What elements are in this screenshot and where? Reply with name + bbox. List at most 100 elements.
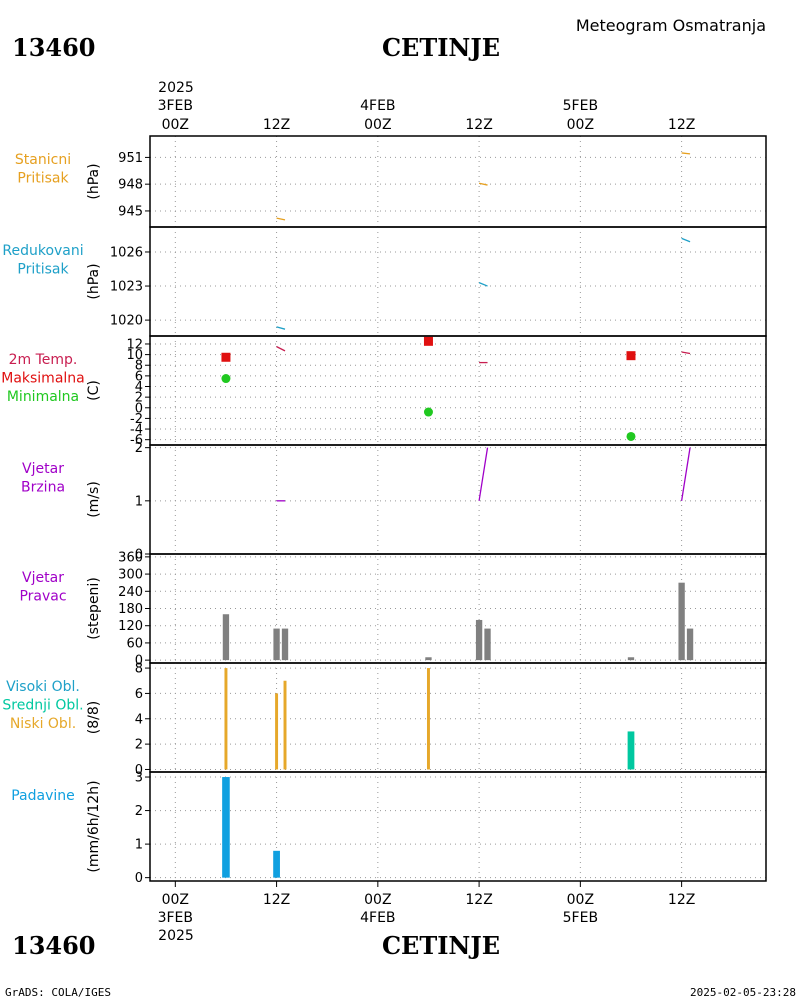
min-temp-point [423, 407, 433, 417]
bar [425, 657, 432, 661]
series-segment [478, 447, 489, 501]
bottom-time-label: 00Z [567, 892, 594, 908]
bar [678, 582, 685, 661]
series-segment [681, 237, 691, 243]
panel-label: Pritisak [17, 171, 69, 187]
bar [484, 628, 491, 661]
top-time-label: 12Z [465, 117, 492, 133]
y-tick-label: 1 [135, 494, 143, 509]
series-segment [680, 447, 691, 501]
bar [627, 657, 635, 661]
bar [686, 628, 694, 661]
panel-label: Vjetar [22, 461, 64, 477]
max-temp-point [423, 336, 433, 346]
unit-label: (hPa) [86, 263, 102, 299]
y-tick-label: 0 [135, 763, 143, 778]
panel-wind_speed: 0 1 2 (m/s) Vjetar Brzina [21, 441, 767, 563]
y-tick-label: 8 [135, 662, 143, 677]
top-day-label: 5FEB [563, 98, 598, 114]
bar [283, 680, 287, 770]
station-id-bottom: 13460 [12, 931, 96, 960]
chart-subtitle: Meteogram Osmatranja [576, 16, 766, 35]
y-tick-label: 1026 [110, 245, 143, 260]
panel-label: Niski Obl. [10, 716, 76, 732]
top-time-label: 12Z [263, 117, 290, 133]
panel-label: Visoki Obl. [6, 679, 80, 695]
panel-label: Maksimalna [1, 371, 85, 387]
y-tick-label: 0 [135, 654, 143, 669]
y-tick-label: 2 [135, 391, 143, 406]
y-tick-label: 1023 [110, 280, 143, 295]
unit-label: (8/8) [86, 701, 102, 734]
panels-group: 00Z 3FEB 00Z 3FEB 12Z 12Z 00Z 4FEB 00Z 4FEB 12Z 12Z… [1, 98, 767, 926]
panel-precipitation: 0 1 2 3 (mm/6h/12h) Padavine [11, 771, 767, 886]
top-time-label: 00Z [162, 117, 189, 133]
bar [222, 614, 230, 661]
y-tick-label: 300 [118, 568, 143, 583]
panel-frame [149, 226, 767, 337]
y-tick-label: 180 [118, 602, 143, 617]
footer-timestamp: 2025-02-05-23:28 [690, 986, 796, 999]
y-tick-label: 3 [135, 771, 143, 786]
station-name-top: CETINJE [382, 33, 500, 62]
series-segment [478, 182, 488, 186]
bottom-day-label: 4FEB [360, 910, 395, 926]
panel-label: Brzina [21, 480, 65, 496]
y-tick-label: 2 [135, 738, 143, 753]
panel-label: Padavine [11, 788, 75, 804]
series-segment [276, 326, 286, 330]
max-temp-point [221, 352, 231, 362]
unit-label: (mm/6h/12h) [86, 780, 102, 872]
max-temp-point [626, 351, 636, 361]
y-tick-label: 6 [135, 687, 143, 702]
y-tick-label: 948 [118, 178, 143, 193]
bar [222, 777, 230, 878]
panel-frame [149, 335, 767, 446]
panel-frame [149, 444, 767, 555]
y-tick-label: 4 [135, 712, 143, 727]
panel-label: Pravac [19, 589, 66, 605]
y-tick-label: 0 [135, 548, 143, 563]
top-day-label: 3FEB [158, 98, 193, 114]
y-tick-label: 360 [118, 550, 143, 565]
panel-label: Pritisak [17, 262, 69, 278]
series-segment [681, 152, 691, 155]
bar [273, 850, 280, 878]
unit-label: (hPa) [86, 163, 102, 199]
y-tick-label: 12 [126, 337, 143, 352]
panel-label: Vjetar [22, 570, 64, 586]
series-segment [276, 346, 286, 352]
bar [224, 668, 228, 770]
y-tick-label: -4 [130, 423, 143, 438]
panel-frame [149, 662, 767, 773]
y-tick-label: 6 [135, 369, 143, 384]
y-tick-label: 0 [135, 401, 143, 416]
panel-label: 2m Temp. [9, 352, 78, 368]
panel-frame [149, 771, 767, 882]
top-day-label: 4FEB [360, 98, 395, 114]
bottom-day-label: 3FEB [158, 910, 193, 926]
y-tick-label: 2 [135, 804, 143, 819]
bottom-time-label: 12Z [668, 892, 695, 908]
panel-pressure_reduced: 1020 1023 1026 (hPa)Redukovani Pritisak [2, 226, 767, 337]
y-tick-label: 10 [126, 348, 143, 363]
top-time-label: 12Z [668, 117, 695, 133]
unit-label: (m/s) [86, 481, 102, 518]
unit-label: (C) [86, 380, 102, 401]
y-tick-label: 60 [126, 636, 143, 651]
bar [281, 628, 289, 661]
top-time-label: 00Z [364, 117, 391, 133]
bottom-time-label: 12Z [263, 892, 290, 908]
bar [426, 668, 430, 770]
panel-frame [149, 553, 767, 664]
panel-label: Stanicni [15, 152, 71, 168]
panel-label: Srednji Obl. [2, 698, 83, 714]
y-tick-label: 1020 [110, 314, 143, 329]
station-name-bottom: CETINJE [382, 931, 500, 960]
year-label-top: 2025 [158, 80, 194, 96]
panel-cloud_cover: 0 2 4 6 8 (8/8) Visoki Obl. Srednji Obl. Niski O… [2, 662, 767, 778]
y-tick-label: 945 [118, 204, 143, 219]
y-tick-label: 1 [135, 838, 143, 853]
